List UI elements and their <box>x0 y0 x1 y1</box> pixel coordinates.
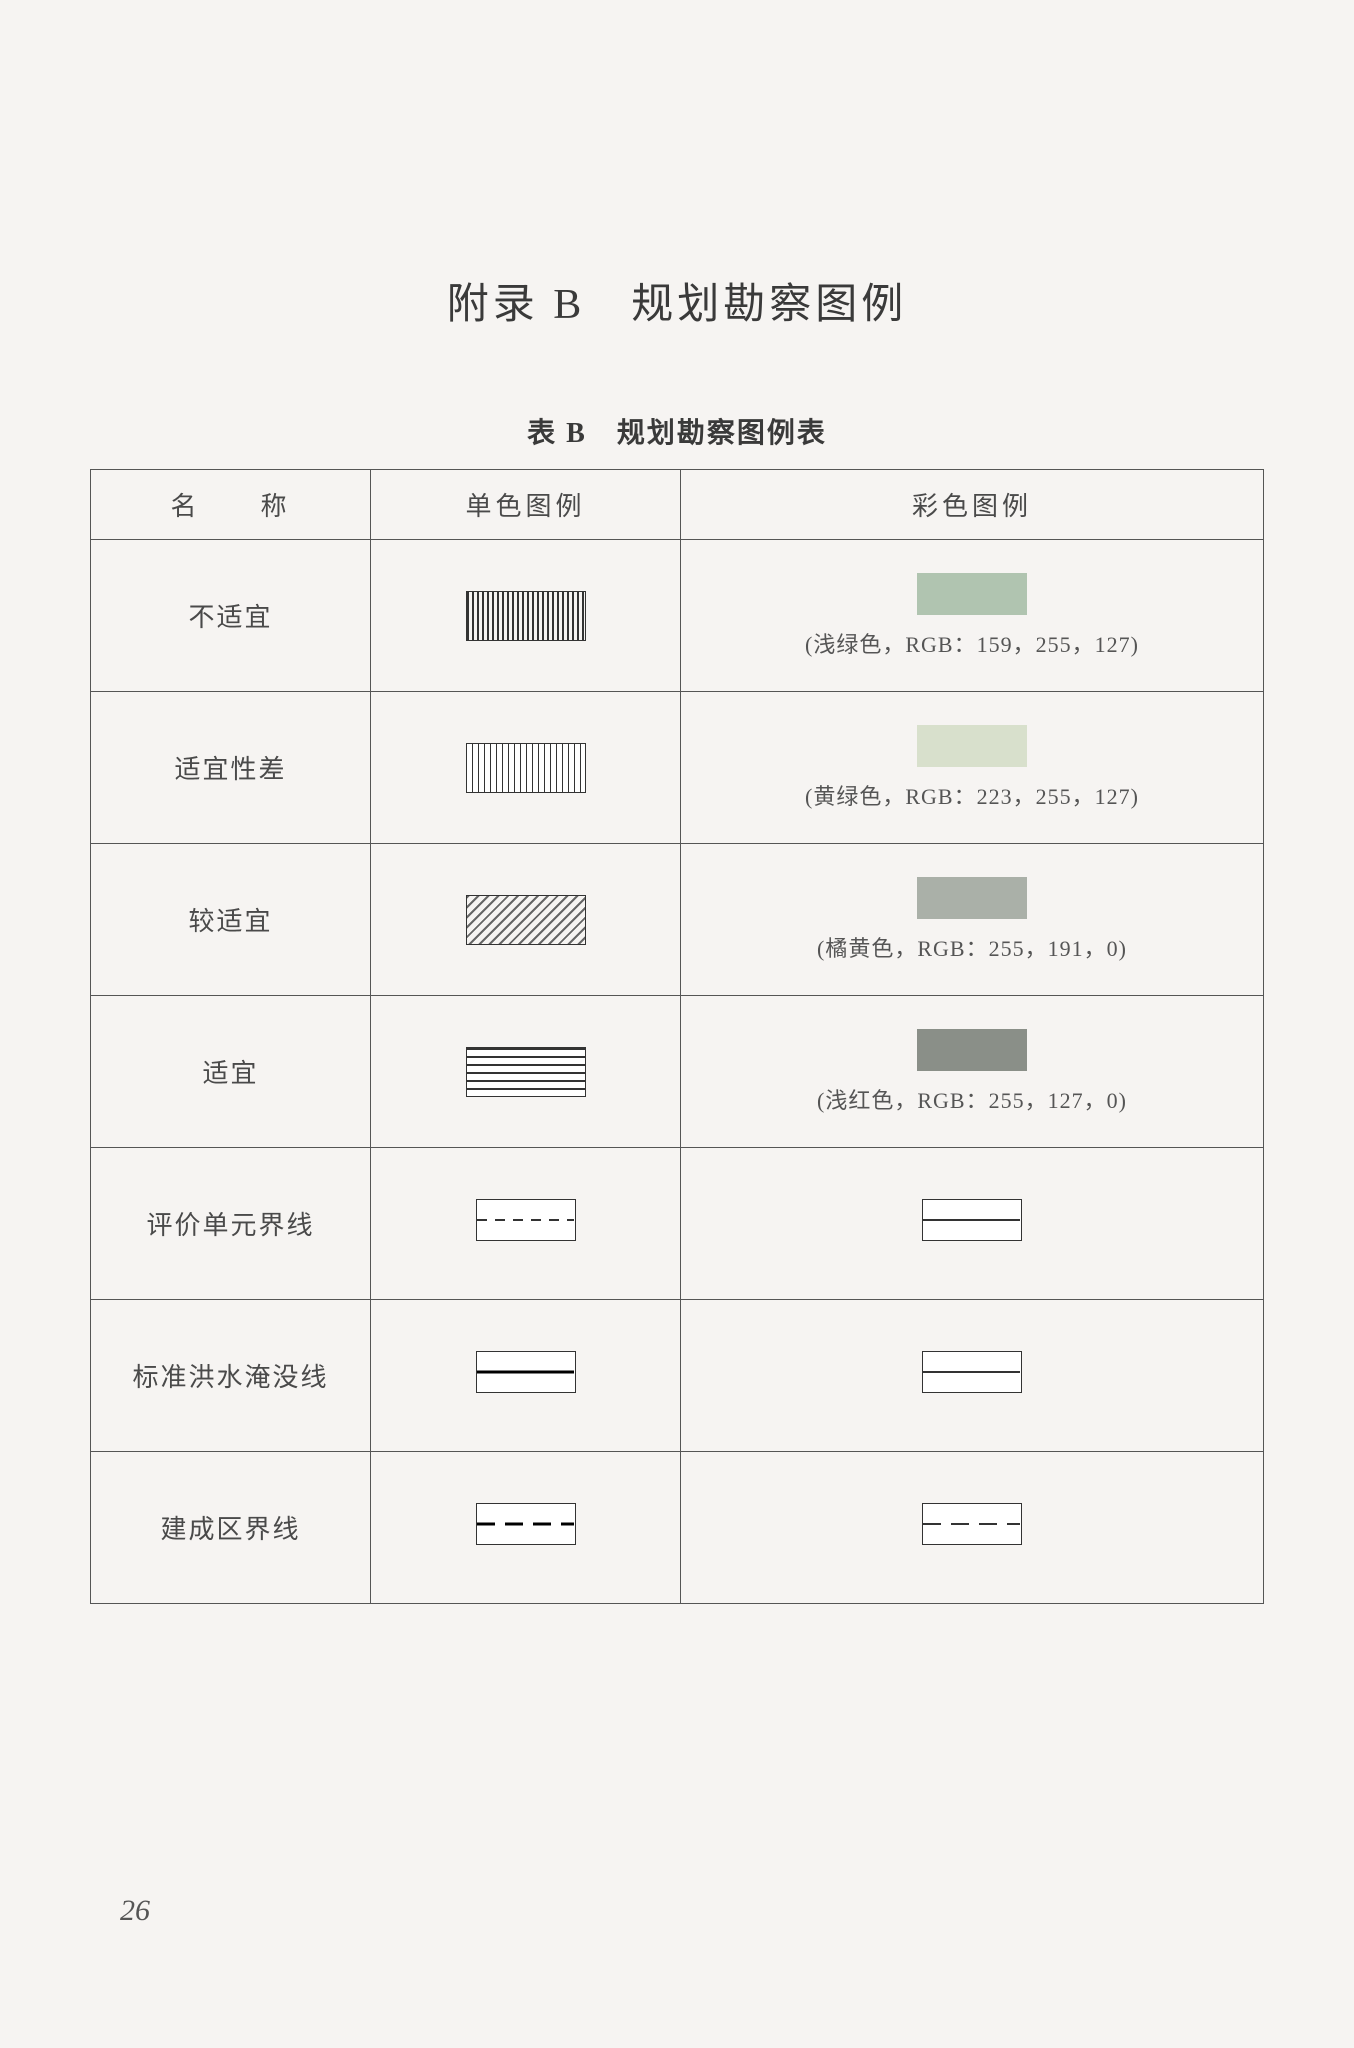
row-name: 适宜性差 <box>91 692 371 844</box>
rgb-label: (黄绿色，RGB：223，255，127) <box>805 779 1139 811</box>
header-mono: 单色图例 <box>371 470 681 540</box>
page-title: 附录 B 规划勘察图例 <box>90 270 1264 331</box>
color-swatch-cell: (浅红色，RGB：255，127，0) <box>681 996 1264 1148</box>
color-swatch-cell: (浅绿色，RGB：159，255，127) <box>681 540 1264 692</box>
mono-line-swatch <box>476 1351 576 1393</box>
mono-line-swatch <box>476 1503 576 1545</box>
rgb-label: (浅绿色，RGB：159，255，127) <box>805 627 1139 659</box>
header-color: 彩色图例 <box>681 470 1264 540</box>
table-row: 适宜性差 (黄绿色，RGB：223，255，127) <box>91 692 1264 844</box>
mono-pattern-swatch <box>466 895 586 945</box>
header-name: 名 称 <box>91 470 371 540</box>
row-name: 适宜 <box>91 996 371 1148</box>
legend-table: 名 称 单色图例 彩色图例 不适宜 (浅绿色，RGB：159，255，127) 适宜… <box>90 469 1264 1604</box>
table-row: 不适宜 (浅绿色，RGB：159，255，127) <box>91 540 1264 692</box>
mono-swatch-cell <box>371 540 681 692</box>
mono-swatch-cell <box>371 844 681 996</box>
mono-pattern-swatch <box>466 743 586 793</box>
color-line-swatch <box>922 1503 1022 1545</box>
row-name: 评价单元界线 <box>91 1148 371 1300</box>
rgb-label: (橘黄色，RGB：255，191，0) <box>817 931 1127 963</box>
color-swatch-cell: (橘黄色，RGB：255，191，0) <box>681 844 1264 996</box>
row-name: 不适宜 <box>91 540 371 692</box>
table-row: 较适宜 (橘黄色，RGB：255，191，0) <box>91 844 1264 996</box>
table-row: 建成区界线 <box>91 1452 1264 1604</box>
page-number: 26 <box>120 1894 150 1928</box>
row-name: 建成区界线 <box>91 1452 371 1604</box>
color-swatch-cell: (黄绿色，RGB：223，255，127) <box>681 692 1264 844</box>
rgb-label: (浅红色，RGB：255，127，0) <box>817 1083 1127 1115</box>
color-swatch-cell <box>681 1452 1264 1604</box>
color-line-swatch <box>922 1351 1022 1393</box>
color-swatch-cell <box>681 1300 1264 1452</box>
table-row: 评价单元界线 <box>91 1148 1264 1300</box>
color-swatch-cell <box>681 1148 1264 1300</box>
mono-line-swatch <box>476 1199 576 1241</box>
color-fill-swatch <box>917 725 1027 767</box>
mono-pattern-swatch <box>466 591 586 641</box>
mono-pattern-swatch <box>466 1047 586 1097</box>
mono-swatch-cell <box>371 692 681 844</box>
table-row: 标准洪水淹没线 <box>91 1300 1264 1452</box>
mono-swatch-cell <box>371 1452 681 1604</box>
color-line-swatch <box>922 1199 1022 1241</box>
color-fill-swatch <box>917 573 1027 615</box>
table-caption: 表 B 规划勘察图例表 <box>90 411 1264 451</box>
mono-swatch-cell <box>371 996 681 1148</box>
row-name: 较适宜 <box>91 844 371 996</box>
row-name: 标准洪水淹没线 <box>91 1300 371 1452</box>
color-fill-swatch <box>917 877 1027 919</box>
color-fill-swatch <box>917 1029 1027 1071</box>
mono-swatch-cell <box>371 1300 681 1452</box>
table-row: 适宜 (浅红色，RGB：255，127，0) <box>91 996 1264 1148</box>
mono-swatch-cell <box>371 1148 681 1300</box>
